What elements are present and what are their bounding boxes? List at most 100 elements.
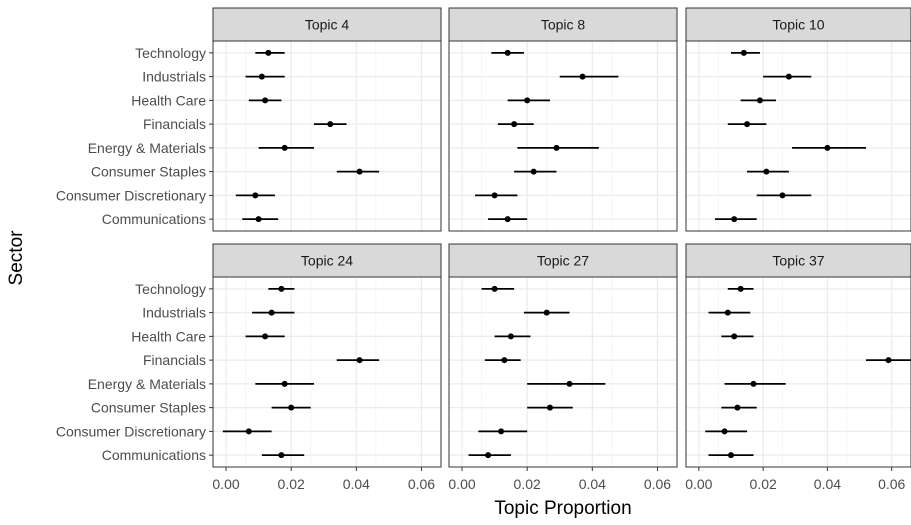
x-tick-label: 0.02 — [278, 476, 305, 492]
data-point — [485, 452, 492, 459]
panels-layer: Topic 4 Technology Industrials Health Care F… — [56, 7, 911, 492]
y-tick-label: Consumer Discretionary — [56, 423, 206, 439]
data-point — [281, 380, 288, 387]
data-point — [327, 121, 334, 128]
data-point — [728, 452, 734, 459]
facet-title: Topic 27 — [537, 253, 589, 269]
data-point — [281, 144, 288, 151]
data-point — [785, 73, 792, 80]
data-point — [734, 404, 741, 411]
data-point — [579, 73, 586, 80]
facet-strip — [212, 243, 442, 278]
x-tick-label: 0.02 — [750, 476, 777, 492]
y-tick-label: Health Care — [131, 328, 206, 344]
y-tick-label: Industrials — [142, 305, 206, 321]
facet-panel: Topic 37 0.00 0.02 0.04 0.06 — [685, 243, 911, 492]
panel-background — [449, 41, 677, 231]
facet-panel: Topic 24 Technology Industrials Health Care… — [56, 243, 442, 492]
data-point — [262, 97, 269, 104]
data-point — [750, 380, 757, 387]
data-point — [546, 404, 553, 411]
x-tick-label: 0.00 — [448, 476, 475, 492]
data-point — [724, 309, 731, 316]
data-point — [268, 309, 275, 316]
facet-panel: Topic 10 — [685, 7, 911, 232]
data-point — [756, 97, 763, 104]
panel-background — [686, 277, 911, 467]
facet-title: Topic 24 — [301, 253, 353, 269]
panel-background — [449, 277, 677, 467]
y-tick-label: Industrials — [142, 69, 206, 85]
y-tick-label: Consumer Staples — [91, 400, 206, 416]
data-point — [288, 404, 295, 411]
x-tick-label: 0.00 — [212, 476, 239, 492]
y-tick-label: Energy & Materials — [88, 376, 206, 392]
x-tick-label: 0.00 — [685, 476, 712, 492]
x-tick-label: 0.04 — [579, 476, 606, 492]
y-tick-label: Consumer Staples — [91, 164, 206, 180]
y-tick-label: Health Care — [131, 92, 206, 108]
y-axis-title: Sector — [6, 230, 27, 286]
data-point — [885, 357, 892, 364]
y-tick-label: Consumer Discretionary — [56, 187, 206, 203]
data-point — [258, 73, 265, 80]
data-point — [530, 168, 537, 175]
data-point — [507, 333, 514, 340]
facet-title: Topic 10 — [772, 17, 824, 33]
facet-panel: Topic 27 0.00 0.02 0.04 0.06 — [448, 243, 678, 492]
data-point — [265, 49, 272, 56]
data-point — [511, 121, 518, 128]
y-tick-label: Technology — [135, 281, 206, 297]
data-point — [737, 285, 744, 292]
x-tick-label: 0.04 — [814, 476, 841, 492]
y-tick-label: Energy & Materials — [88, 140, 206, 156]
facet-strip — [685, 7, 911, 42]
y-tick-label: Communications — [102, 211, 206, 227]
y-tick-label: Communications — [102, 447, 206, 463]
data-point — [779, 192, 786, 199]
data-point — [491, 192, 498, 199]
y-tick-label: Technology — [135, 45, 206, 61]
facet-strip — [685, 243, 911, 278]
data-point — [498, 428, 505, 435]
data-point — [553, 144, 560, 151]
y-tick-label: Financials — [143, 116, 206, 132]
x-axis-title: Topic Proportion — [494, 498, 631, 519]
x-tick-label: 0.06 — [408, 476, 435, 492]
facet-title: Topic 4 — [305, 17, 350, 33]
data-point — [744, 121, 751, 128]
data-point — [763, 168, 770, 175]
data-point — [252, 192, 259, 199]
panel-border — [685, 276, 911, 468]
data-point — [504, 216, 511, 223]
facet-strip — [448, 243, 678, 278]
facet-strip — [212, 7, 442, 42]
x-tick-label: 0.04 — [343, 476, 370, 492]
data-point — [356, 357, 363, 364]
x-tick-label: 0.06 — [878, 476, 905, 492]
panel-border — [212, 40, 442, 232]
data-point — [245, 428, 252, 435]
panel-border — [448, 40, 678, 232]
data-point — [501, 357, 508, 364]
facet-panel: Topic 4 Technology Industrials Health Care F… — [56, 7, 442, 232]
data-point — [278, 285, 285, 292]
data-point — [255, 216, 262, 223]
panel-background — [686, 41, 911, 231]
panel-border — [685, 40, 911, 232]
data-point — [504, 49, 511, 56]
data-point — [740, 49, 747, 56]
panel-border — [448, 276, 678, 468]
data-point — [731, 333, 738, 340]
facet-title: Topic 8 — [541, 17, 586, 33]
data-point — [824, 144, 831, 151]
data-point — [356, 168, 363, 175]
data-point — [721, 428, 728, 435]
data-point — [491, 285, 498, 292]
panel-border — [212, 276, 442, 468]
panel-background — [213, 277, 441, 467]
y-tick-label: Financials — [143, 352, 206, 368]
data-point — [731, 216, 738, 223]
